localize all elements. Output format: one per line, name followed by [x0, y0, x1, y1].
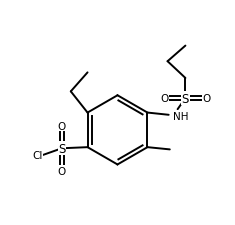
Text: O: O — [160, 94, 168, 104]
Text: O: O — [58, 122, 66, 131]
Text: O: O — [58, 166, 66, 176]
Text: S: S — [182, 92, 189, 105]
Text: NH: NH — [173, 111, 188, 121]
Text: O: O — [203, 94, 211, 104]
Text: Cl: Cl — [32, 150, 43, 160]
Text: S: S — [58, 142, 66, 155]
